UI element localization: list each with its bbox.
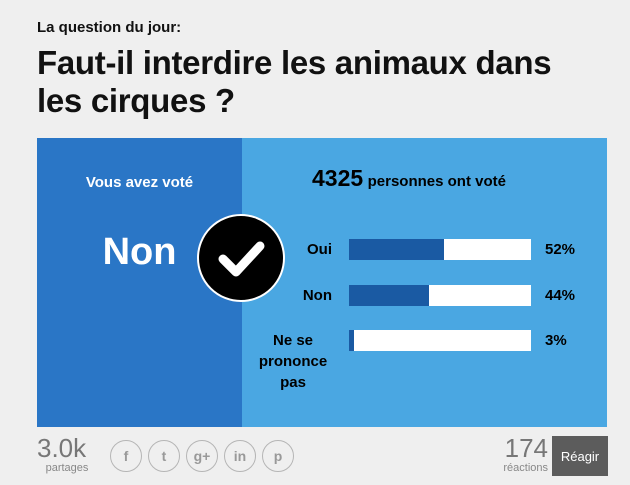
option-percent-ne-se-prononce-pas: 3% — [545, 332, 567, 349]
result-bar-non — [349, 285, 531, 306]
results-panel: 4325 personnes ont voté Oui 52% Non 44% … — [242, 138, 607, 427]
shares-count: 3.0k — [37, 433, 87, 463]
result-bar-fill-oui — [349, 239, 444, 260]
option-percent-oui: 52% — [545, 241, 576, 258]
reactions-count: 174 — [504, 433, 548, 463]
total-votes-text: personnes ont voté — [367, 173, 506, 190]
question-title: Faut-il interdire les animaux dans les c… — [37, 44, 552, 119]
result-bar-oui — [349, 239, 531, 260]
poll-panel: Vous avez voté Non 4325 personnes ont vo… — [37, 138, 607, 427]
google-plus-icon[interactable]: g+ — [186, 440, 218, 472]
shares: 3.0k partages — [37, 434, 97, 474]
your-vote-label: Vous avez voté — [85, 174, 194, 191]
pinterest-icon[interactable]: p — [262, 440, 294, 472]
linkedin-icon[interactable]: in — [224, 440, 256, 472]
shares-label: partages — [45, 462, 89, 474]
react-button[interactable]: Réagir — [552, 436, 608, 476]
option-label-non: Non — [302, 287, 332, 304]
total-votes: 4325 personnes ont voté — [312, 165, 506, 192]
option-label-oui: Oui — [307, 241, 332, 258]
total-votes-count: 4325 — [312, 165, 364, 191]
result-bar-fill-ne-se-prononce-pas — [349, 330, 355, 351]
option-label-ne-se-prononce-pas: Ne se prononce pas — [258, 332, 328, 391]
twitter-icon[interactable]: t — [148, 440, 180, 472]
result-bar-fill-non — [349, 285, 430, 306]
option-percent-non: 44% — [545, 287, 576, 304]
checkmark-icon — [197, 214, 285, 302]
result-bar-ne-se-prononce-pas — [349, 330, 531, 351]
facebook-icon[interactable]: f — [110, 440, 142, 472]
question-eyebrow: La question du jour: — [37, 19, 182, 36]
reactions-label: réactions — [503, 462, 548, 474]
your-vote-value: Non — [102, 231, 177, 273]
